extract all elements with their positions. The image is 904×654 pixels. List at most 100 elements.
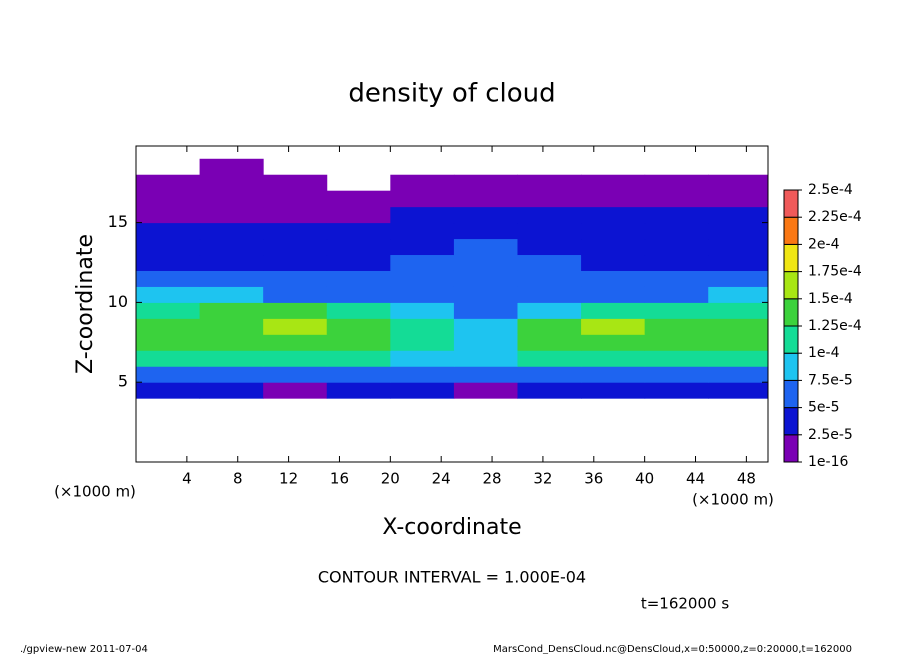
heat-cell: [517, 318, 582, 335]
heat-cell: [517, 238, 582, 256]
heat-cell: [708, 174, 768, 192]
heat-cell: [263, 382, 328, 399]
colorbar-swatch: [783, 379, 799, 409]
heat-cell: [263, 366, 328, 383]
heat-cell: [390, 334, 455, 351]
x-tick-label: 8: [233, 470, 243, 488]
heat-cell: [390, 254, 455, 271]
heat-cell: [708, 334, 768, 351]
heat-cell: [453, 190, 518, 208]
heat-cell: [199, 270, 264, 287]
x-axis-label: X-coordinate: [382, 515, 521, 540]
heat-cell: [581, 238, 646, 256]
heat-cell: [517, 174, 582, 192]
heat-cell: [581, 366, 646, 383]
heat-cell: [517, 302, 582, 319]
heat-cell: [644, 302, 709, 319]
y-axis-label: Z-coordinate: [73, 234, 98, 374]
heat-cell: [644, 174, 709, 192]
x-unit: (×1000 m): [692, 491, 774, 509]
heat-cell: [390, 270, 455, 287]
heat-cell: [263, 286, 328, 303]
heat-cell: [708, 302, 768, 319]
heat-cell: [644, 334, 709, 351]
heat-cell: [453, 382, 518, 399]
x-tick-label: 32: [533, 470, 552, 488]
heat-cell: [644, 238, 709, 256]
heat-cell: [263, 334, 328, 351]
heat-cell: [453, 174, 518, 192]
heat-cell: [326, 318, 391, 335]
heat-cell: [136, 382, 201, 399]
heat-cell: [390, 286, 455, 303]
heat-cell: [136, 366, 201, 383]
heat-cell: [390, 318, 455, 335]
heat-cell: [326, 222, 391, 240]
colorbar-tick-label: 1e-4: [808, 345, 840, 361]
heat-cell: [326, 238, 391, 256]
heat-cell: [708, 254, 768, 271]
heat-cell: [390, 206, 455, 224]
colorbar-tick-label: 2.5e-5: [808, 427, 853, 443]
heat-cell: [517, 366, 582, 383]
heatmap: [136, 158, 768, 399]
colorbar-swatch: [783, 325, 799, 354]
heat-cell: [199, 174, 264, 192]
heat-cell: [453, 270, 518, 287]
x-tick-label: 16: [330, 470, 349, 488]
x-tick-label: 20: [381, 470, 400, 488]
heat-cell: [581, 254, 646, 271]
contour-note: CONTOUR INTERVAL = 1.000E-04: [318, 568, 586, 587]
heat-cell: [199, 286, 264, 303]
heat-cell: [199, 238, 264, 256]
heat-cell: [390, 302, 455, 319]
colorbar-tick-label: 2.25e-4: [808, 209, 862, 225]
heat-cell: [708, 222, 768, 240]
heat-cell: [581, 286, 646, 303]
heat-cell: [517, 350, 582, 367]
heat-cell: [136, 286, 201, 303]
heat-cell: [390, 174, 455, 192]
heat-cell: [136, 334, 201, 351]
x-tick-label: 36: [584, 470, 603, 488]
x-tick-label: 24: [432, 470, 451, 488]
heat-cell: [581, 302, 646, 319]
heat-cell: [644, 254, 709, 271]
colorbar-swatch: [783, 407, 799, 436]
heat-cell: [517, 254, 582, 271]
heat-cell: [326, 302, 391, 319]
heat-cell: [708, 318, 768, 335]
heat-cell: [517, 206, 582, 224]
heat-cell: [136, 270, 201, 287]
time-note: t=162000 s: [641, 595, 729, 613]
heat-cell: [326, 190, 391, 208]
heat-cell: [136, 190, 201, 208]
heat-cell: [708, 206, 768, 224]
heat-cell: [263, 350, 328, 367]
heat-cell: [708, 366, 768, 383]
colorbar-swatch: [783, 434, 799, 463]
colorbar-tick-label: 2.5e-4: [808, 182, 853, 198]
heat-cell: [581, 270, 646, 287]
heat-cell: [581, 206, 646, 224]
heat-cell: [263, 238, 328, 256]
heat-cell: [644, 350, 709, 367]
heat-cell: [708, 190, 768, 208]
colorbar-tick-label: 2e-4: [808, 236, 840, 252]
heat-cell: [517, 286, 582, 303]
heat-cell: [326, 270, 391, 287]
colorbar-swatch: [783, 352, 799, 381]
heat-cell: [390, 238, 455, 256]
x-tick-label: 48: [737, 470, 756, 488]
x-tick-label: 40: [635, 470, 654, 488]
heat-cell: [644, 382, 709, 399]
heat-cell: [581, 190, 646, 208]
heat-cell: [581, 174, 646, 192]
heat-cell: [263, 206, 328, 224]
heat-cell: [136, 350, 201, 367]
colorbar-swatch: [783, 189, 799, 218]
y-tick-label: 15: [108, 212, 128, 231]
heat-cell: [453, 302, 518, 319]
heat-cell: [199, 206, 264, 224]
colorbar-tick-label: 7.5e-5: [808, 372, 853, 388]
